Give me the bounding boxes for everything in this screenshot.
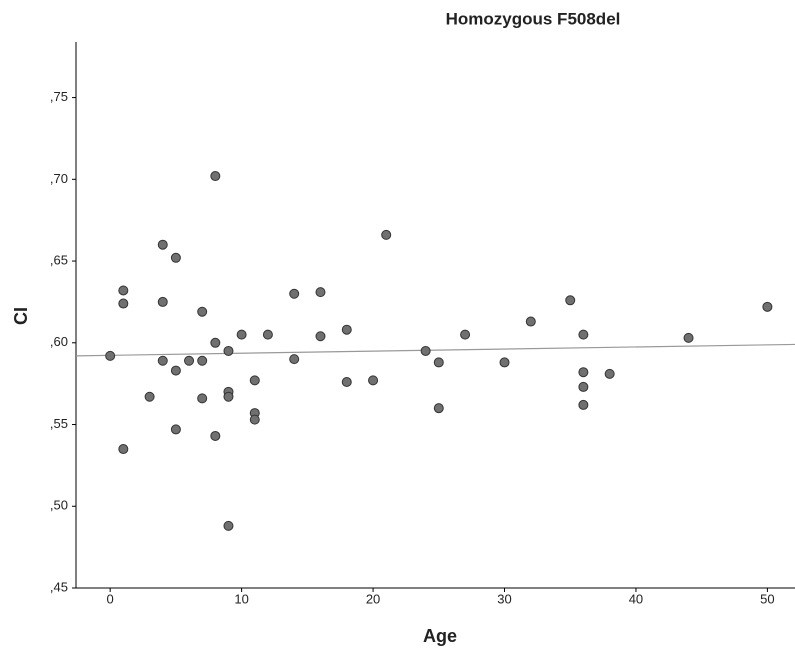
point bbox=[118, 285, 129, 296]
point bbox=[223, 391, 234, 402]
y-tick-label: ,55 bbox=[50, 416, 68, 431]
x-tick-label: 30 bbox=[497, 591, 511, 606]
y-axis-label: CI bbox=[11, 307, 31, 325]
point bbox=[525, 316, 536, 327]
x-tick-label: 50 bbox=[760, 591, 774, 606]
point bbox=[315, 287, 326, 298]
point bbox=[157, 239, 168, 250]
point bbox=[578, 399, 589, 410]
point bbox=[683, 332, 694, 343]
y-tick-label: ,50 bbox=[50, 498, 68, 513]
point bbox=[184, 355, 195, 366]
point bbox=[249, 414, 260, 425]
point bbox=[170, 424, 181, 435]
x-axis-label: Age bbox=[423, 626, 457, 646]
point bbox=[157, 355, 168, 366]
point bbox=[197, 355, 208, 366]
point bbox=[578, 329, 589, 340]
y-tick-label: ,70 bbox=[50, 171, 68, 186]
y-tick-label: ,45 bbox=[50, 579, 68, 594]
point bbox=[460, 329, 471, 340]
point bbox=[105, 350, 116, 361]
point bbox=[341, 324, 352, 335]
x-tick-label: 10 bbox=[234, 591, 248, 606]
point bbox=[368, 375, 379, 386]
point bbox=[223, 520, 234, 531]
point bbox=[262, 329, 273, 340]
point bbox=[499, 357, 510, 368]
point bbox=[249, 375, 260, 386]
point bbox=[210, 171, 221, 182]
point bbox=[210, 430, 221, 441]
chart-title: Homozygous F508del bbox=[446, 9, 621, 28]
point bbox=[762, 301, 773, 312]
point bbox=[170, 252, 181, 263]
point bbox=[236, 329, 247, 340]
point bbox=[315, 331, 326, 342]
point bbox=[157, 296, 168, 307]
point bbox=[578, 367, 589, 378]
y-tick-label: ,65 bbox=[50, 252, 68, 267]
y-tick-label: ,75 bbox=[50, 89, 68, 104]
point bbox=[289, 354, 300, 365]
y-tick-label: ,60 bbox=[50, 334, 68, 349]
point bbox=[578, 381, 589, 392]
point bbox=[289, 288, 300, 299]
fit-line bbox=[75, 343, 795, 357]
point bbox=[433, 403, 444, 414]
point bbox=[341, 377, 352, 388]
point bbox=[433, 357, 444, 368]
point bbox=[144, 391, 155, 402]
point bbox=[118, 444, 129, 455]
point bbox=[565, 295, 576, 306]
point bbox=[197, 306, 208, 317]
point bbox=[381, 229, 392, 240]
point bbox=[604, 368, 615, 379]
x-tick-label: 0 bbox=[107, 591, 114, 606]
point bbox=[170, 365, 181, 376]
point bbox=[197, 393, 208, 404]
point bbox=[118, 298, 129, 309]
point bbox=[420, 345, 431, 356]
x-tick-label: 40 bbox=[629, 591, 643, 606]
point bbox=[223, 345, 234, 356]
point bbox=[210, 337, 221, 348]
x-tick-label: 20 bbox=[366, 591, 380, 606]
